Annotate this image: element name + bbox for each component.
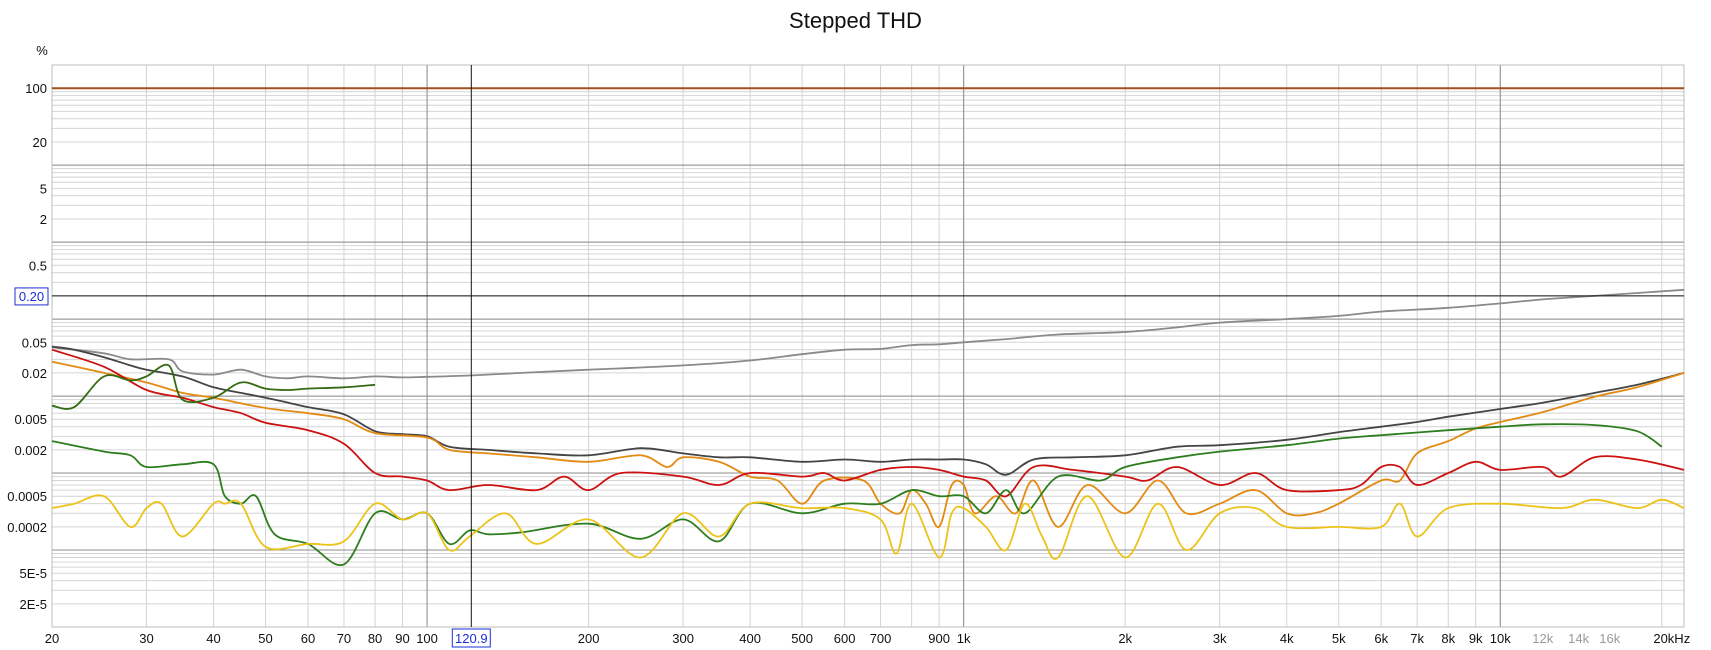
y-tick-label: 2 xyxy=(40,212,47,227)
x-tick-label: 10k xyxy=(1490,631,1511,646)
plot-frame xyxy=(51,64,1685,628)
y-tick-label: 0.05 xyxy=(22,335,47,350)
series-line-6 xyxy=(51,423,1663,567)
minor-grid xyxy=(51,64,1684,628)
x-tick-label: 12k xyxy=(1532,631,1553,646)
x-tick-label: 900 xyxy=(928,631,950,646)
x-tick-label: 3k xyxy=(1213,631,1227,646)
y-tick-label: 2E-5 xyxy=(20,597,47,612)
y-tick-label: 0.005 xyxy=(14,412,47,427)
x-tick-label: 30 xyxy=(139,631,153,646)
x-tick-label: 2k xyxy=(1118,631,1132,646)
x-tick-label: 80 xyxy=(368,631,382,646)
x-tick-label: 8k xyxy=(1441,631,1455,646)
x-tick-label: 16k xyxy=(1599,631,1620,646)
x-tick-label: 500 xyxy=(791,631,813,646)
y-tick-label: 0.5 xyxy=(29,258,47,273)
x-tick-label: 200 xyxy=(578,631,600,646)
x-tick-label: 20 xyxy=(45,631,59,646)
y-tick-label: 5E-5 xyxy=(20,566,47,581)
x-tick-label: 1k xyxy=(957,631,971,646)
series-line-4 xyxy=(51,360,1685,528)
y-axis-unit-label: % xyxy=(36,43,48,58)
x-tick-label: 50 xyxy=(258,631,272,646)
series-line-5 xyxy=(51,348,1685,498)
series-line-8 xyxy=(51,494,1685,560)
series-line-2 xyxy=(51,288,1685,380)
x-tick-label: 600 xyxy=(834,631,856,646)
x-tick-label: 6k xyxy=(1374,631,1388,646)
y-tick-label: 0.0005 xyxy=(7,489,47,504)
x-axis-ticks: 20 30 40 50 60 70 80 90 100 200 300 400 500 600 700 900… xyxy=(45,631,1690,646)
major-grid xyxy=(52,65,1684,627)
x-tick-label: 70 xyxy=(337,631,351,646)
y-tick-label: 100 xyxy=(25,81,47,96)
cursor-y-label: 0.20 xyxy=(19,289,44,304)
x-tick-label: 40 xyxy=(206,631,220,646)
x-tick-label: 5k xyxy=(1332,631,1346,646)
x-tick-label: 300 xyxy=(672,631,694,646)
y-tick-label: 20 xyxy=(33,135,47,150)
chart-title: Stepped THD xyxy=(789,8,922,33)
x-tick-label: 100 xyxy=(416,631,438,646)
y-tick-label: 0.0002 xyxy=(7,520,47,535)
series-line-7 xyxy=(51,363,376,410)
cursor-group[interactable]: 120.9 0.20 xyxy=(14,65,1684,648)
series-line-3 xyxy=(51,345,1685,476)
cursor-y-label-box xyxy=(14,287,49,306)
x-tick-label: 20kHz xyxy=(1653,631,1690,646)
x-tick-label: 14k xyxy=(1568,631,1589,646)
y-tick-label: 0.02 xyxy=(22,366,47,381)
x-tick-label: 700 xyxy=(870,631,892,646)
cursor-x-label: 120.9 xyxy=(455,631,488,646)
x-tick-label: 9k xyxy=(1469,631,1483,646)
y-tick-label: 0.002 xyxy=(14,443,47,458)
y-tick-label: 5 xyxy=(40,181,47,196)
x-tick-label: 4k xyxy=(1280,631,1294,646)
cursor-x-label-box xyxy=(451,628,491,648)
x-tick-label: 400 xyxy=(739,631,761,646)
x-tick-label: 90 xyxy=(395,631,409,646)
x-tick-label: 60 xyxy=(301,631,315,646)
series-group xyxy=(51,87,1685,567)
y-axis-ticks: 100 20 5 2 0.5 0.05 0.02 0.005 0.002 0.0005 0.0002… xyxy=(7,81,47,612)
x-tick-label: 7k xyxy=(1410,631,1424,646)
